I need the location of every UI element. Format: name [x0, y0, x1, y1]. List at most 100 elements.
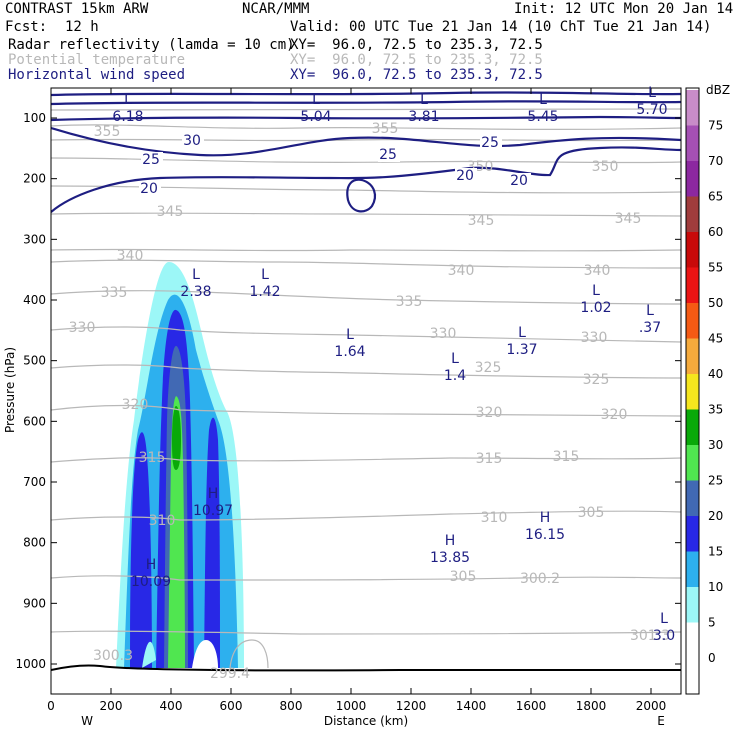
- colorbar-swatch: [686, 622, 699, 658]
- wind-contour-top-2: [51, 100, 681, 106]
- theta-contour: [51, 510, 681, 521]
- wind-contour-top: [51, 91, 681, 97]
- low-marker: L: [451, 351, 459, 367]
- theta-contour: [51, 630, 681, 635]
- wind-label: 20: [140, 181, 158, 197]
- x-tick-label: 600: [220, 699, 243, 713]
- wind-label-bg: [182, 133, 204, 148]
- extremum-value: 10.09: [131, 574, 171, 590]
- theta-label: 320: [601, 407, 628, 423]
- theta-label: 315: [476, 451, 503, 467]
- theta-contour: [51, 575, 681, 581]
- low-marker: L: [192, 267, 200, 283]
- theta-label: 335: [101, 285, 128, 301]
- low-marker: L: [518, 325, 526, 341]
- wind-label-bg: [455, 168, 477, 183]
- theta-label: 325: [475, 360, 502, 376]
- colorbar-label: 60: [708, 225, 723, 239]
- low-marker: L: [592, 283, 600, 299]
- colorbar-swatch-base: [686, 658, 699, 694]
- theta-label: 330: [69, 320, 96, 336]
- reflectivity-region: [192, 640, 218, 668]
- theta-label: 300.2: [520, 571, 560, 587]
- x-tick-label: 2000: [636, 699, 667, 713]
- extremum-value: 2.38: [180, 284, 211, 300]
- y-tick-label: 500: [23, 354, 46, 368]
- high-marker: H: [445, 533, 456, 549]
- colorbar-swatch: [686, 409, 699, 445]
- colorbar-swatch: [686, 196, 699, 232]
- x-tick-label: 1400: [456, 699, 487, 713]
- colorbar-label: 70: [708, 154, 723, 168]
- colorbar-label: 20: [708, 509, 723, 523]
- colorbar-label: 5: [708, 616, 716, 630]
- colorbar-label: 15: [708, 545, 723, 559]
- extremum-value: 1.42: [249, 284, 280, 300]
- reflectivity-shading: [116, 261, 244, 668]
- colorbar-swatch: [686, 267, 699, 303]
- axes: 0 200 400 600 800 1000 1200 1400 1600 1800 2000 100…: [15, 88, 681, 713]
- theta-label: 355: [372, 121, 399, 137]
- field-reflectivity-xy: XY= 96.0, 72.5 to 235.3, 72.5: [290, 37, 543, 53]
- wind-label: 25: [481, 135, 499, 151]
- theta-contour: [51, 248, 681, 252]
- x-axis-title: Distance (km): [324, 714, 408, 728]
- extremum-value: 1.64: [334, 344, 365, 360]
- extremum-value: 5.04: [300, 109, 331, 125]
- theta-contour: [51, 364, 681, 379]
- y-tick-label: 1000: [15, 657, 46, 671]
- theta-label: 299.4: [210, 666, 250, 682]
- extremum-value: 1.4: [444, 368, 466, 384]
- field-reflectivity-name: Radar reflectivity (lamda = 10 cm): [8, 37, 295, 53]
- theta-contour: [51, 212, 681, 217]
- plot-title: CONTRAST 15km ARW: [5, 1, 149, 17]
- reflectivity-region: [142, 641, 156, 668]
- wind-label: 30: [183, 133, 201, 149]
- y-tick-label: 700: [23, 475, 46, 489]
- extremum-value: 10.97: [193, 503, 233, 519]
- theta-label: 340: [584, 263, 611, 279]
- colorbar-swatch: [686, 516, 699, 552]
- low-marker: L: [646, 303, 654, 319]
- colorbar-swatch: [686, 303, 699, 339]
- theta-label: 345: [157, 204, 184, 220]
- colorbar-label: 50: [708, 296, 723, 310]
- colorbar-label: 30: [708, 438, 723, 452]
- wind-label-bg: [141, 152, 163, 167]
- extremum-value: 5.45: [527, 109, 558, 125]
- x-tick-label: 400: [160, 699, 183, 713]
- wind-contour-surface: [51, 664, 681, 672]
- theta-label: 355: [94, 124, 121, 140]
- field-wind-xy: XY= 96.0, 72.5 to 235.3, 72.5: [290, 67, 543, 83]
- low-marker: L: [312, 92, 320, 108]
- theta-label: 330: [581, 330, 608, 346]
- theta-label: 335: [396, 294, 423, 310]
- theta-label: 330: [430, 326, 457, 342]
- theta-label: 350: [592, 159, 619, 175]
- low-marker: L: [660, 611, 668, 627]
- colorbar-label: 75: [708, 119, 723, 133]
- wind-label: 20: [510, 173, 528, 189]
- colorbar-label: 0: [708, 651, 716, 665]
- west-label: W: [81, 714, 93, 728]
- y-axis-title: Pressure (hPa): [3, 347, 17, 433]
- valid-time: Valid: 00 UTC Tue 21 Jan 14 (10 ChT Tue …: [290, 19, 712, 35]
- colorbar-swatch: [686, 587, 699, 623]
- wind-contour-20: [51, 146, 681, 213]
- extremum-value: 3.81: [408, 109, 439, 125]
- colorbar-swatch: [686, 445, 699, 481]
- colorbar-label: 55: [708, 261, 723, 275]
- high-marker: H: [146, 557, 157, 573]
- high-marker: H: [208, 486, 219, 502]
- theta-contour: [51, 326, 681, 343]
- theta-contour: [51, 457, 681, 463]
- field-theta-xy: XY= 96.0, 72.5 to 235.3, 72.5: [290, 52, 543, 68]
- colorbar-swatch: [686, 551, 699, 587]
- field-theta-name: Potential temperature: [8, 52, 186, 68]
- theta-label: 315: [139, 450, 166, 466]
- wind-contour-20-loop: [346, 178, 376, 213]
- wind-label-bg: [378, 147, 400, 162]
- x-tick-label: 1200: [396, 699, 427, 713]
- extremum-value: 16.15: [525, 527, 565, 543]
